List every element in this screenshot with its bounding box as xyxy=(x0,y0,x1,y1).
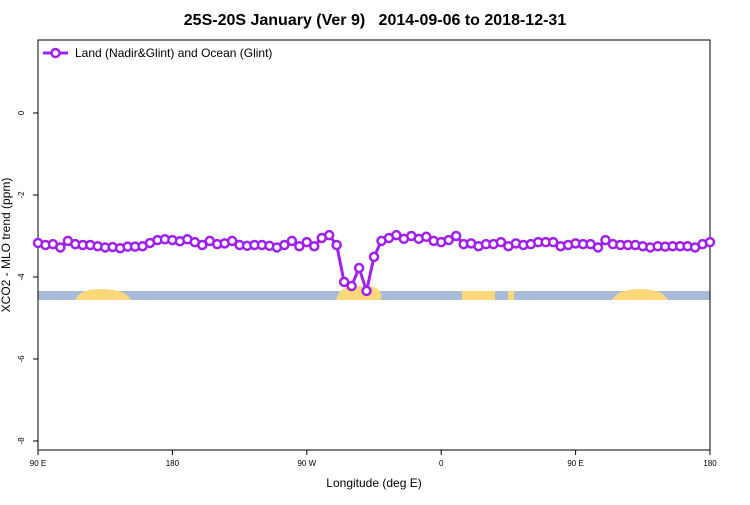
data-point xyxy=(294,240,305,252)
x-tick-label: 90 E xyxy=(30,459,46,468)
x-tick-label: 0 xyxy=(439,459,444,468)
data-point xyxy=(309,240,320,252)
land-patch xyxy=(508,291,514,300)
data-point xyxy=(353,262,365,274)
x-tick-label: 180 xyxy=(703,459,717,468)
land-patch xyxy=(75,289,131,300)
data-point xyxy=(443,234,454,246)
y-tick-label: -8 xyxy=(17,437,26,445)
land-patch xyxy=(462,291,495,300)
data-point xyxy=(55,242,66,253)
x-tick-label: 90 W xyxy=(297,459,316,468)
data-point xyxy=(592,242,604,253)
data-point xyxy=(301,236,313,248)
y-tick-label: -6 xyxy=(17,355,26,363)
y-tick-label: 0 xyxy=(17,110,26,115)
legend-label: Land (Nadir&Glint) and Ocean (Glint) xyxy=(75,46,272,60)
land-patch xyxy=(612,289,668,300)
x-axis-label: Longitude (deg E) xyxy=(326,476,421,490)
x-tick-label: 180 xyxy=(166,459,180,468)
data-point xyxy=(361,285,372,297)
data-point xyxy=(279,239,290,251)
data-point xyxy=(338,276,350,288)
land-patch xyxy=(336,285,382,300)
y-tick-label: -4 xyxy=(17,273,26,281)
data-point xyxy=(286,235,298,247)
data-point xyxy=(600,234,611,246)
data-point xyxy=(226,235,238,247)
data-point xyxy=(368,251,380,263)
data-point xyxy=(197,239,208,251)
data-point xyxy=(450,230,462,242)
land-ocean-strip xyxy=(38,285,710,300)
x-tick-label: 90 E xyxy=(567,459,583,468)
data-point xyxy=(323,229,335,241)
y-axis-label: XCO2 - MLO trend (ppm) xyxy=(0,178,13,313)
data-point xyxy=(331,239,342,251)
data-point xyxy=(421,231,432,243)
data-point xyxy=(495,236,507,248)
chart-title: 25S-20S January (Ver 9) 2014-09-06 to 20… xyxy=(184,12,567,29)
data-point xyxy=(547,236,559,248)
y-tick-label: -2 xyxy=(17,191,26,199)
legend-marker xyxy=(50,47,61,59)
data-point xyxy=(704,236,716,248)
data-point xyxy=(346,280,357,292)
